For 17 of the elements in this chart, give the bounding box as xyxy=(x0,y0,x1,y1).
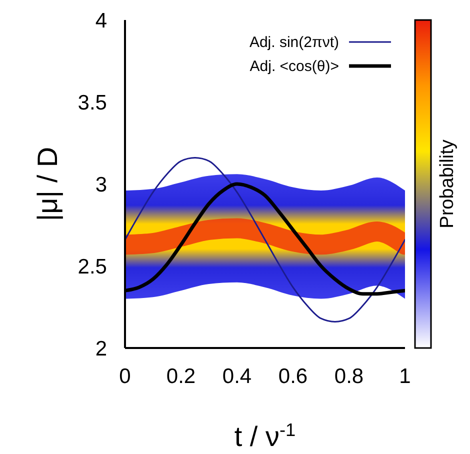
y-tick-label: 2 xyxy=(95,337,107,360)
legend-label: Adj. sin(2πνt) xyxy=(249,34,339,50)
y-axis-title: |μ| / D xyxy=(32,146,63,222)
legend-label: Adj. <cos(θ)> xyxy=(250,58,339,74)
x-axis-title: t / ν$^{-1}$ xyxy=(234,420,296,452)
x-tick-label: 1 xyxy=(399,364,411,388)
x-tick-label: 0.2 xyxy=(166,364,196,388)
y-tick-label: 2.5 xyxy=(78,255,107,278)
y-tick-label: 4 xyxy=(95,9,108,32)
x-tick-label: 0.6 xyxy=(278,364,308,388)
x-tick-label: 0.8 xyxy=(334,364,364,388)
color-bar-title: Probability xyxy=(437,139,458,228)
y-tick-label: 3.5 xyxy=(78,91,107,114)
x-tick-label: 0 xyxy=(119,364,131,388)
line-series xyxy=(125,157,405,323)
y-tick-label: 3 xyxy=(95,173,107,196)
x-tick-label: 0.4 xyxy=(222,364,252,388)
